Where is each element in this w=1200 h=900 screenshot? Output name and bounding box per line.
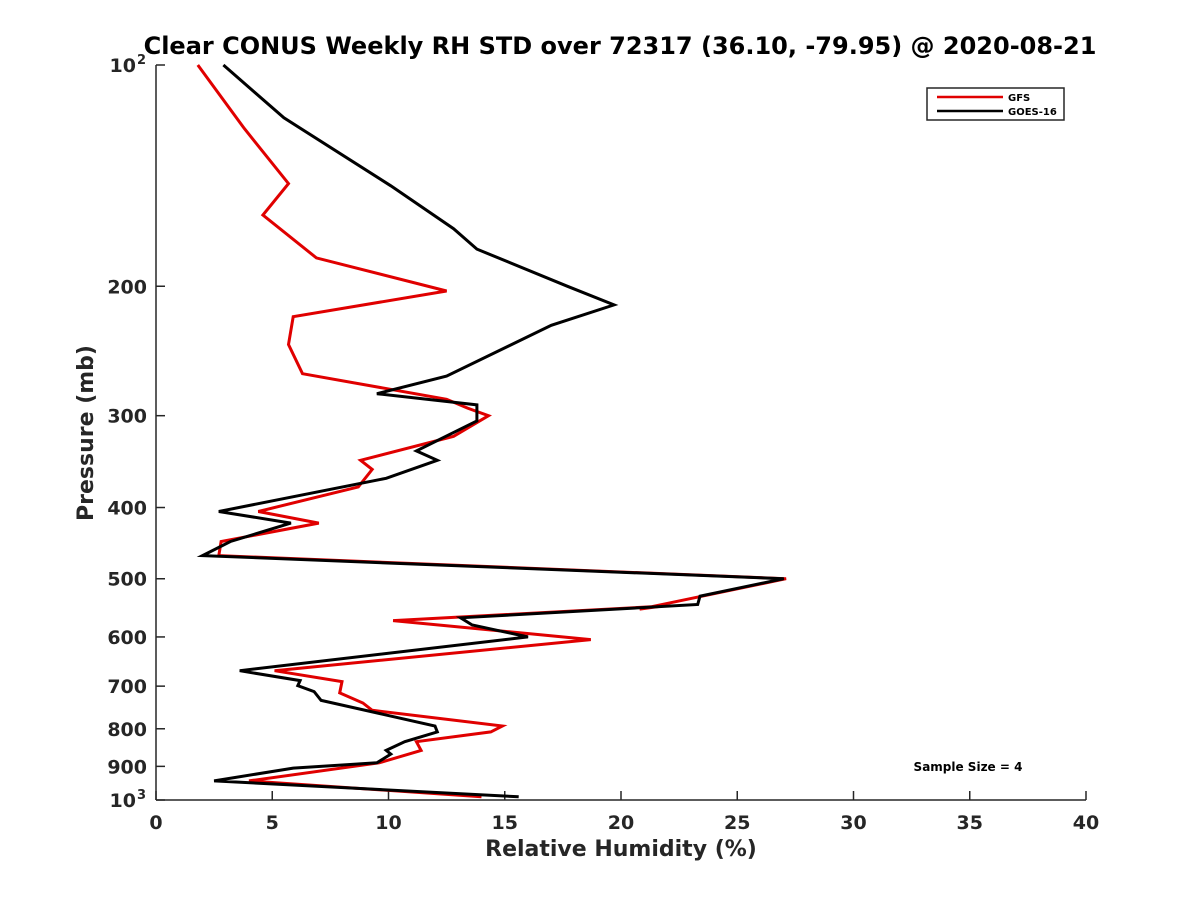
- legend-label-goes16: GOES-16: [1008, 107, 1057, 118]
- y-tick-label: 700: [107, 676, 147, 698]
- y-tick-label: 10: [110, 55, 136, 77]
- x-tick-label: 30: [840, 812, 866, 834]
- y-tick-label: 10: [110, 790, 136, 812]
- series-line-gfs: [196, 64, 787, 799]
- y-tick-label: 300: [107, 406, 147, 428]
- legend: GFS GOES-16: [926, 87, 1065, 121]
- x-tick-label: 40: [1073, 812, 1099, 834]
- y-axis-label: Pressure (mb): [74, 345, 99, 521]
- x-tick-label: 35: [957, 812, 983, 834]
- series-lines: [196, 63, 787, 799]
- y-tick-label: 400: [107, 498, 147, 520]
- y-tick-exponent: 3: [137, 788, 146, 803]
- plot-area: 0 5 10 15 20 25 30 35 40 10 220030040050060070080…: [107, 53, 1099, 834]
- x-tick-label: 0: [149, 812, 162, 834]
- x-tick-label: 25: [724, 812, 750, 834]
- y-tick-exponent: 2: [137, 53, 146, 68]
- x-axis-label: Relative Humidity (%): [485, 837, 757, 862]
- x-axis-ticks: 0 5 10 15 20 25 30 35 40: [149, 791, 1099, 834]
- x-tick-label: 20: [608, 812, 634, 834]
- y-tick-label: 500: [107, 569, 147, 591]
- legend-box: [926, 87, 1065, 121]
- series-line-goes16: [196, 63, 785, 799]
- y-tick-label: 200: [107, 276, 147, 298]
- sample-size-annotation: Sample Size = 4: [914, 760, 1023, 774]
- y-tick-label: 800: [107, 719, 147, 741]
- chart-title: Clear CONUS Weekly RH STD over 72317 (36…: [144, 32, 1097, 60]
- y-tick-label: 900: [107, 756, 147, 778]
- legend-label-gfs: GFS: [1008, 93, 1030, 104]
- x-tick-label: 15: [492, 812, 518, 834]
- y-tick-label: 600: [107, 627, 147, 649]
- x-tick-label: 10: [375, 812, 401, 834]
- x-tick-label: 5: [266, 812, 279, 834]
